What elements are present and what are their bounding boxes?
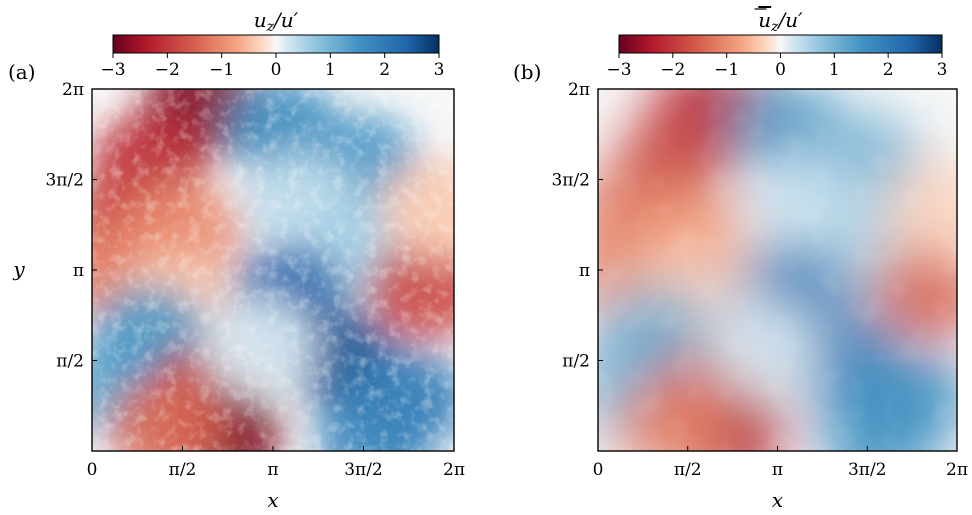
panel-label: (b) — [513, 60, 541, 84]
colorbar-tick-label: 2 — [379, 60, 390, 80]
heatmap-texture — [598, 89, 957, 451]
colorbar-tick-label: −1 — [714, 60, 739, 80]
x-axis-label: x — [267, 488, 278, 512]
panel-label: (a) — [8, 60, 36, 84]
colorbar-tick-label: 1 — [829, 60, 840, 80]
colorbar-tick-label: 0 — [271, 60, 282, 80]
colorbar: −3 −2 −1 0 1 2 3 uz/u′ — [606, 8, 947, 80]
colorbar-tick-label: 3 — [434, 60, 445, 80]
colorbar-tick-label: −3 — [100, 60, 125, 80]
panel-a: 0 π/2 π 3π/2 2π π/2 π 3π/2 2π x y (a) −3 −2 −1 0 1 2 3 uz/u… — [8, 8, 465, 512]
colorbar-tick-label: −2 — [660, 60, 685, 80]
y-tick-label: π/2 — [562, 352, 590, 372]
colorbar-tick-label: 0 — [775, 60, 786, 80]
x-tick-label: π — [772, 460, 783, 480]
colorbar-gradient — [618, 34, 943, 54]
y-tick-label: 2π — [62, 80, 84, 100]
y-tick-label: π — [73, 261, 84, 281]
y-tick-label: 2π — [568, 80, 590, 100]
x-tick-label: 3π/2 — [848, 460, 887, 480]
x-tick-label: π/2 — [674, 460, 702, 480]
y-tick-label: 3π/2 — [551, 171, 590, 191]
x-axis-label: x — [772, 488, 783, 512]
x-tick-label: 3π/2 — [344, 460, 383, 480]
y-tick-label: π/2 — [56, 352, 84, 372]
heatmap-field — [598, 89, 957, 451]
x-tick-label: π — [267, 460, 278, 480]
colorbar-tick-label: 3 — [937, 60, 948, 80]
colorbar-label: uz/u′ — [254, 8, 299, 35]
x-tick-label: π/2 — [169, 460, 197, 480]
heatmap-field — [92, 89, 454, 451]
colorbar-tick-label: −3 — [606, 60, 631, 80]
y-tick-label: 3π/2 — [45, 171, 84, 191]
colorbar-label: uz/u′ — [758, 8, 803, 35]
colorbar-tick-label: −1 — [209, 60, 234, 80]
colorbar-tick-label: 1 — [325, 60, 336, 80]
x-tick-label: 0 — [593, 460, 604, 480]
colorbar-gradient — [112, 34, 440, 54]
x-tick-label: 2π — [443, 460, 465, 480]
y-axis-label: y — [12, 257, 25, 281]
colorbar: −3 −2 −1 0 1 2 3 uz/u′ — [100, 8, 444, 80]
colorbar-tick-label: −2 — [155, 60, 180, 80]
x-tick-label: 0 — [87, 460, 98, 480]
y-tick-label: π — [579, 261, 590, 281]
colorbar-tick-label: 2 — [883, 60, 894, 80]
x-tick-label: 2π — [946, 460, 968, 480]
panel-b: 0 π/2 π 3π/2 2π π/2 π 3π/2 2π x (b) −3 −2 −1 0 1 2 3 uz/u′ — [513, 8, 968, 512]
heatmap-texture — [92, 89, 454, 451]
